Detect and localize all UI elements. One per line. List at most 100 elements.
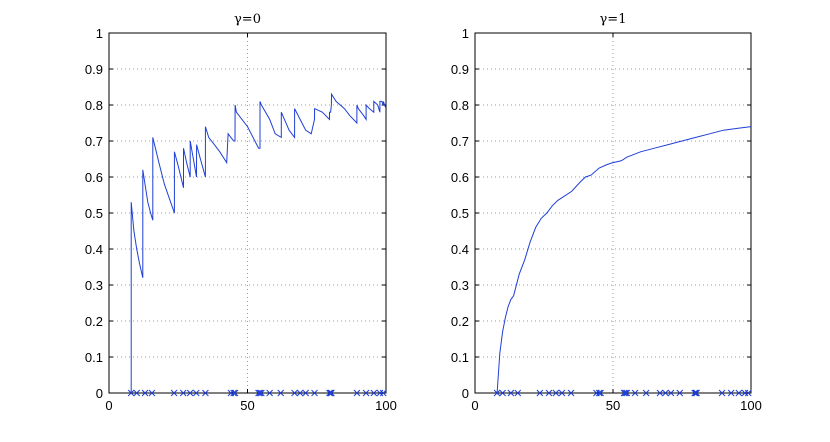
x-marker — [676, 389, 684, 397]
x-marker-stroke — [558, 389, 566, 397]
x-marker-stroke — [296, 389, 304, 397]
x-marker-stroke — [545, 389, 553, 397]
x-marker-stroke — [507, 389, 515, 397]
x-marker — [370, 389, 378, 397]
x-marker — [718, 389, 726, 397]
y-tick-label: 0.7 — [85, 134, 103, 149]
x-marker — [255, 389, 262, 397]
x-marker-stroke — [692, 389, 700, 397]
x-marker-stroke — [552, 389, 560, 397]
x-marker-stroke — [148, 389, 156, 397]
x-marker-stroke — [327, 389, 334, 397]
x-marker-stroke — [328, 389, 335, 397]
x-marker-stroke — [631, 389, 639, 397]
x-marker-stroke — [691, 389, 699, 397]
series-line — [496, 126, 751, 393]
y-tick-label: 0.5 — [451, 206, 469, 221]
x-marker — [257, 389, 265, 397]
x-marker-stroke — [595, 389, 603, 397]
x-marker-stroke — [311, 389, 318, 397]
x-tick-label: 50 — [240, 398, 254, 413]
x-marker — [326, 389, 333, 397]
x-marker — [514, 389, 522, 397]
plot-gamma-1: 0 50 100 0 0.1 0.2 0.3 0.4 0.5 0.6 0.7 0.8 0.9 1 γ=1 — [451, 12, 762, 413]
x-marker — [353, 389, 361, 397]
x-tick-label: 0 — [105, 398, 112, 413]
x-marker-stroke — [231, 389, 239, 397]
x-marker — [170, 389, 178, 397]
x-marker — [277, 389, 285, 397]
y-tick-label: 0.1 — [451, 350, 469, 365]
x-marker-stroke — [277, 389, 285, 397]
plot-title: γ=0 — [234, 12, 261, 27]
y-tick-label: 0.4 — [451, 242, 469, 257]
x-marker — [192, 389, 200, 397]
x-marker-stroke — [133, 389, 141, 397]
x-marker-stroke — [622, 389, 629, 397]
x-marker — [133, 389, 141, 397]
x-marker — [692, 389, 700, 397]
x-marker — [148, 389, 156, 397]
x-marker — [141, 389, 149, 397]
x-marker — [362, 389, 370, 397]
y-tick-label: 0.3 — [85, 278, 103, 293]
x-tick-label: 0 — [471, 398, 478, 413]
y-tick-label: 1 — [462, 26, 469, 41]
x-marker — [256, 389, 264, 397]
x-marker-stroke — [620, 389, 628, 397]
y-tick-label: 0.1 — [85, 350, 103, 365]
x-marker-stroke — [230, 389, 238, 397]
x-marker-stroke — [735, 389, 743, 397]
x-marker — [230, 389, 238, 397]
x-marker — [620, 389, 628, 397]
series-line — [130, 92, 386, 393]
x-marker-stroke — [370, 389, 378, 397]
x-marker — [202, 389, 209, 397]
x-marker-stroke — [255, 389, 262, 397]
x-tick-label: 100 — [375, 398, 397, 413]
x-marker-stroke — [291, 389, 298, 397]
x-marker — [493, 389, 501, 397]
y-tick-label: 0.6 — [85, 170, 103, 185]
x-marker — [499, 389, 506, 397]
y-tick-label: 0.9 — [85, 62, 103, 77]
y-tick-label: 0 — [96, 386, 103, 401]
x-marker — [642, 389, 650, 397]
x-marker — [266, 389, 274, 397]
x-marker-stroke — [662, 389, 669, 397]
x-marker — [691, 389, 699, 397]
x-marker — [231, 389, 239, 397]
x-marker — [507, 389, 515, 397]
x-marker — [597, 389, 604, 397]
x-marker-stroke — [656, 389, 664, 397]
x-marker — [311, 389, 318, 397]
x-marker-stroke — [186, 389, 194, 397]
x-marker-stroke — [179, 389, 187, 397]
x-marker — [545, 389, 553, 397]
x-marker — [127, 389, 135, 397]
x-marker — [536, 389, 544, 397]
x-marker — [186, 389, 194, 397]
x-marker — [296, 389, 304, 397]
y-tick-label: 0.8 — [451, 98, 469, 113]
x-marker-stroke — [536, 389, 544, 397]
x-marker — [667, 389, 675, 397]
y-tick-label: 0.4 — [85, 242, 103, 257]
y-tick-label: 0.9 — [451, 62, 469, 77]
x-tick-label: 50 — [606, 398, 620, 413]
x-marker-stroke — [567, 389, 575, 397]
x-marker-stroke — [141, 389, 149, 397]
x-marker-stroke — [693, 389, 700, 397]
x-marker-stroke — [667, 389, 675, 397]
plot-title: γ=1 — [600, 12, 627, 27]
x-marker-stroke — [202, 389, 209, 397]
x-marker — [327, 389, 334, 397]
y-tick-label: 0.5 — [85, 206, 103, 221]
x-marker-stroke — [257, 389, 265, 397]
x-marker — [379, 389, 387, 397]
x-marker-stroke — [744, 389, 752, 397]
x-marker-stroke — [727, 389, 735, 397]
x-marker — [744, 389, 752, 397]
x-marker-stroke — [256, 389, 264, 397]
plot-gamma-0: 0 50 100 0 0.1 0.2 0.3 0.4 0.5 0.6 0.7 0.8 0.9 1 γ=0 — [85, 12, 397, 413]
